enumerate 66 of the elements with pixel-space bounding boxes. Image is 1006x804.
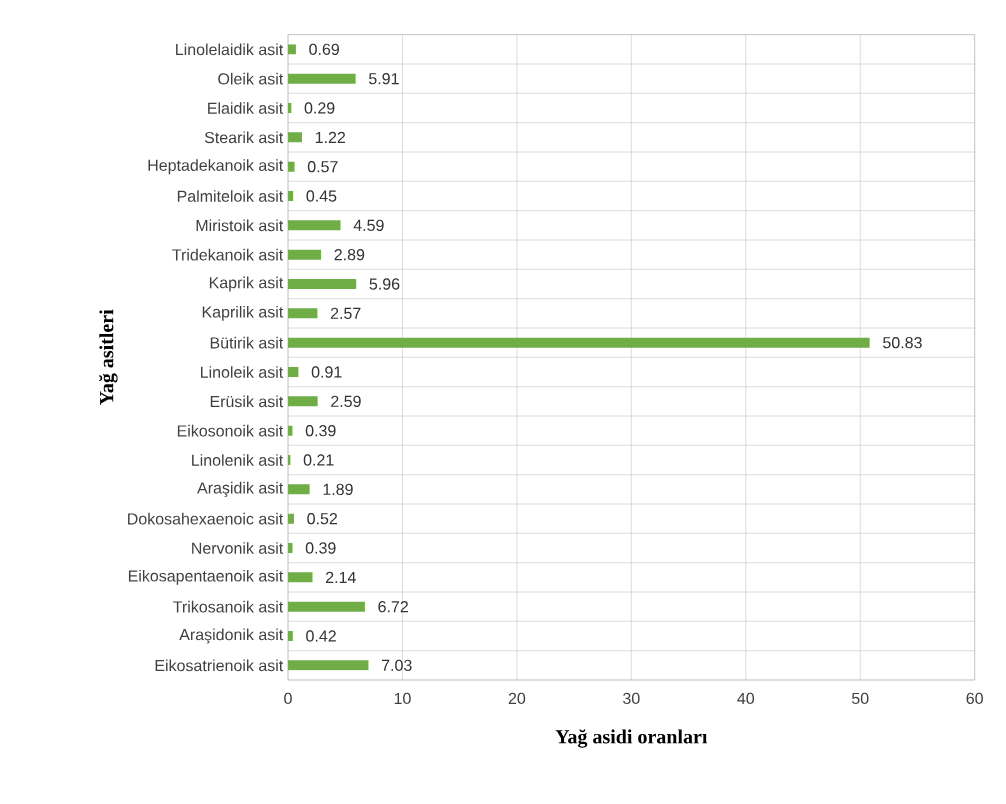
- bar: [288, 396, 318, 407]
- bar: [288, 161, 295, 172]
- data-label: 5.96: [369, 278, 400, 290]
- y-tick-label: Bütirik asit: [210, 336, 284, 349]
- bar: [288, 660, 369, 671]
- bar: [288, 337, 870, 348]
- data-label: 50.83: [883, 337, 922, 349]
- data-label: 0.52: [307, 513, 337, 525]
- data-label: 0.29: [304, 102, 335, 114]
- y-tick-label: Araşidik asit: [197, 481, 284, 497]
- bar: [288, 132, 302, 143]
- data-label: 5.91: [369, 73, 399, 85]
- bar: [288, 249, 322, 260]
- data-label: 7.03: [381, 659, 412, 671]
- bar: [288, 279, 357, 290]
- data-label: 0.39: [305, 542, 336, 554]
- data-label: 2.14: [326, 571, 356, 583]
- y-tick-label: Erüsik asit: [210, 395, 284, 408]
- y-tick-label: Palmiteloik asit: [177, 190, 284, 202]
- y-tick-label: Tridekanoik asit: [172, 248, 284, 261]
- data-label: 2.57: [330, 307, 361, 319]
- y-tick-label: Elaidik asit: [208, 102, 284, 114]
- y-tick-label: Araşidonik asit: [179, 628, 284, 644]
- y-tick-label: Kaprik asit: [209, 276, 284, 292]
- y-tick-label: Linolelaidik asit: [176, 43, 284, 56]
- data-label: 2.59: [331, 395, 361, 407]
- x-tick-label: 0: [284, 692, 292, 705]
- bar: [288, 601, 365, 612]
- y-tick-label: Eikosapentaenoik asit: [128, 569, 284, 585]
- y-tick-label: Eikosonoik asit: [177, 424, 284, 437]
- data-label: 0.39: [305, 425, 336, 437]
- bar: [288, 308, 318, 319]
- bar: [288, 572, 313, 583]
- y-tick-label: Oleik asit: [218, 72, 284, 85]
- x-tick-label: 60: [966, 692, 983, 705]
- y-tick-label: Linoleik asit: [201, 366, 284, 378]
- data-label: 1.22: [315, 131, 346, 143]
- data-label: 0.42: [306, 630, 336, 642]
- x-tick-label: 20: [508, 692, 526, 705]
- y-tick-label: Eikosatrienoik asit: [155, 659, 284, 672]
- x-tick-label: 40: [737, 692, 755, 705]
- data-label: 2.89: [334, 249, 365, 261]
- y-tick-label: Nervonik asit: [192, 542, 284, 554]
- data-label: 1.89: [323, 483, 353, 495]
- y-tick-label: Linolenik asit: [192, 454, 284, 466]
- data-label: 0.57: [307, 161, 338, 173]
- data-label: 0.91: [311, 366, 342, 378]
- y-tick-label: Heptadekanoik asit: [148, 159, 284, 175]
- x-axis-title: Yağ asidi oranları: [555, 729, 708, 748]
- y-tick-label: Stearik asit: [204, 131, 284, 144]
- y-axis-title: Yağ asitleri: [99, 309, 118, 406]
- x-tick-label: 30: [623, 692, 640, 705]
- x-tick-label: 10: [394, 692, 411, 705]
- data-label: 0.21: [303, 454, 334, 466]
- y-tick-label: Dokosahexaenoic asit: [128, 512, 284, 525]
- y-tick-label: Kaprilik asit: [202, 305, 284, 321]
- data-label: 0.45: [306, 190, 337, 202]
- x-tick-label: 50: [851, 692, 869, 705]
- data-label: 6.72: [378, 601, 408, 613]
- data-label: 0.69: [309, 43, 339, 55]
- data-label: 4.59: [353, 219, 384, 231]
- bar: [288, 73, 356, 84]
- bar: [288, 220, 341, 231]
- y-tick-label: Miristoik asit: [196, 219, 284, 232]
- y-tick-label: Trikosanoik asit: [173, 600, 284, 613]
- bar: [288, 484, 310, 495]
